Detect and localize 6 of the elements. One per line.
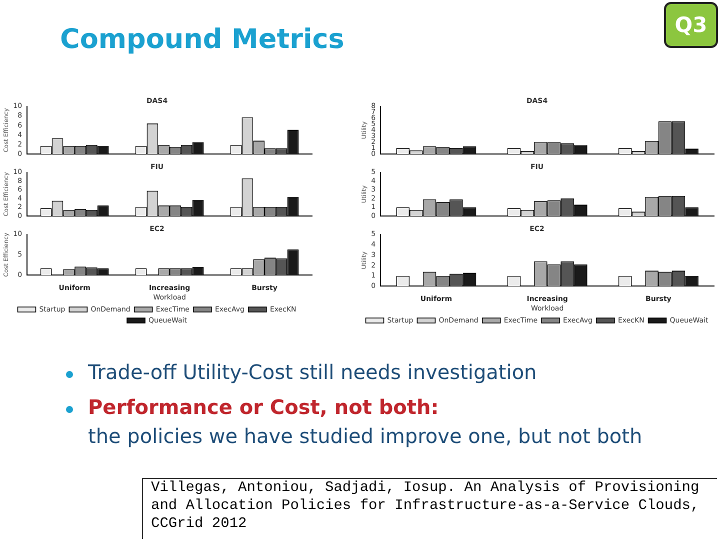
text: the policies we have studied improve one, but not both	[88, 424, 642, 448]
text: Villegas, Antoniou, Sadjadi, Iosup. An Analysis of Provisioning and Allocation Policies for Infrastructure-as-a-Service Clouds, CCGrid 2012	[142, 478, 717, 539]
text: Performance or Cost, not both:	[88, 395, 439, 419]
text: Q3	[664, 2, 718, 48]
text: Trade-off Utility-Cost still needs investigation	[88, 360, 537, 384]
text: Compound Metrics	[60, 24, 344, 55]
